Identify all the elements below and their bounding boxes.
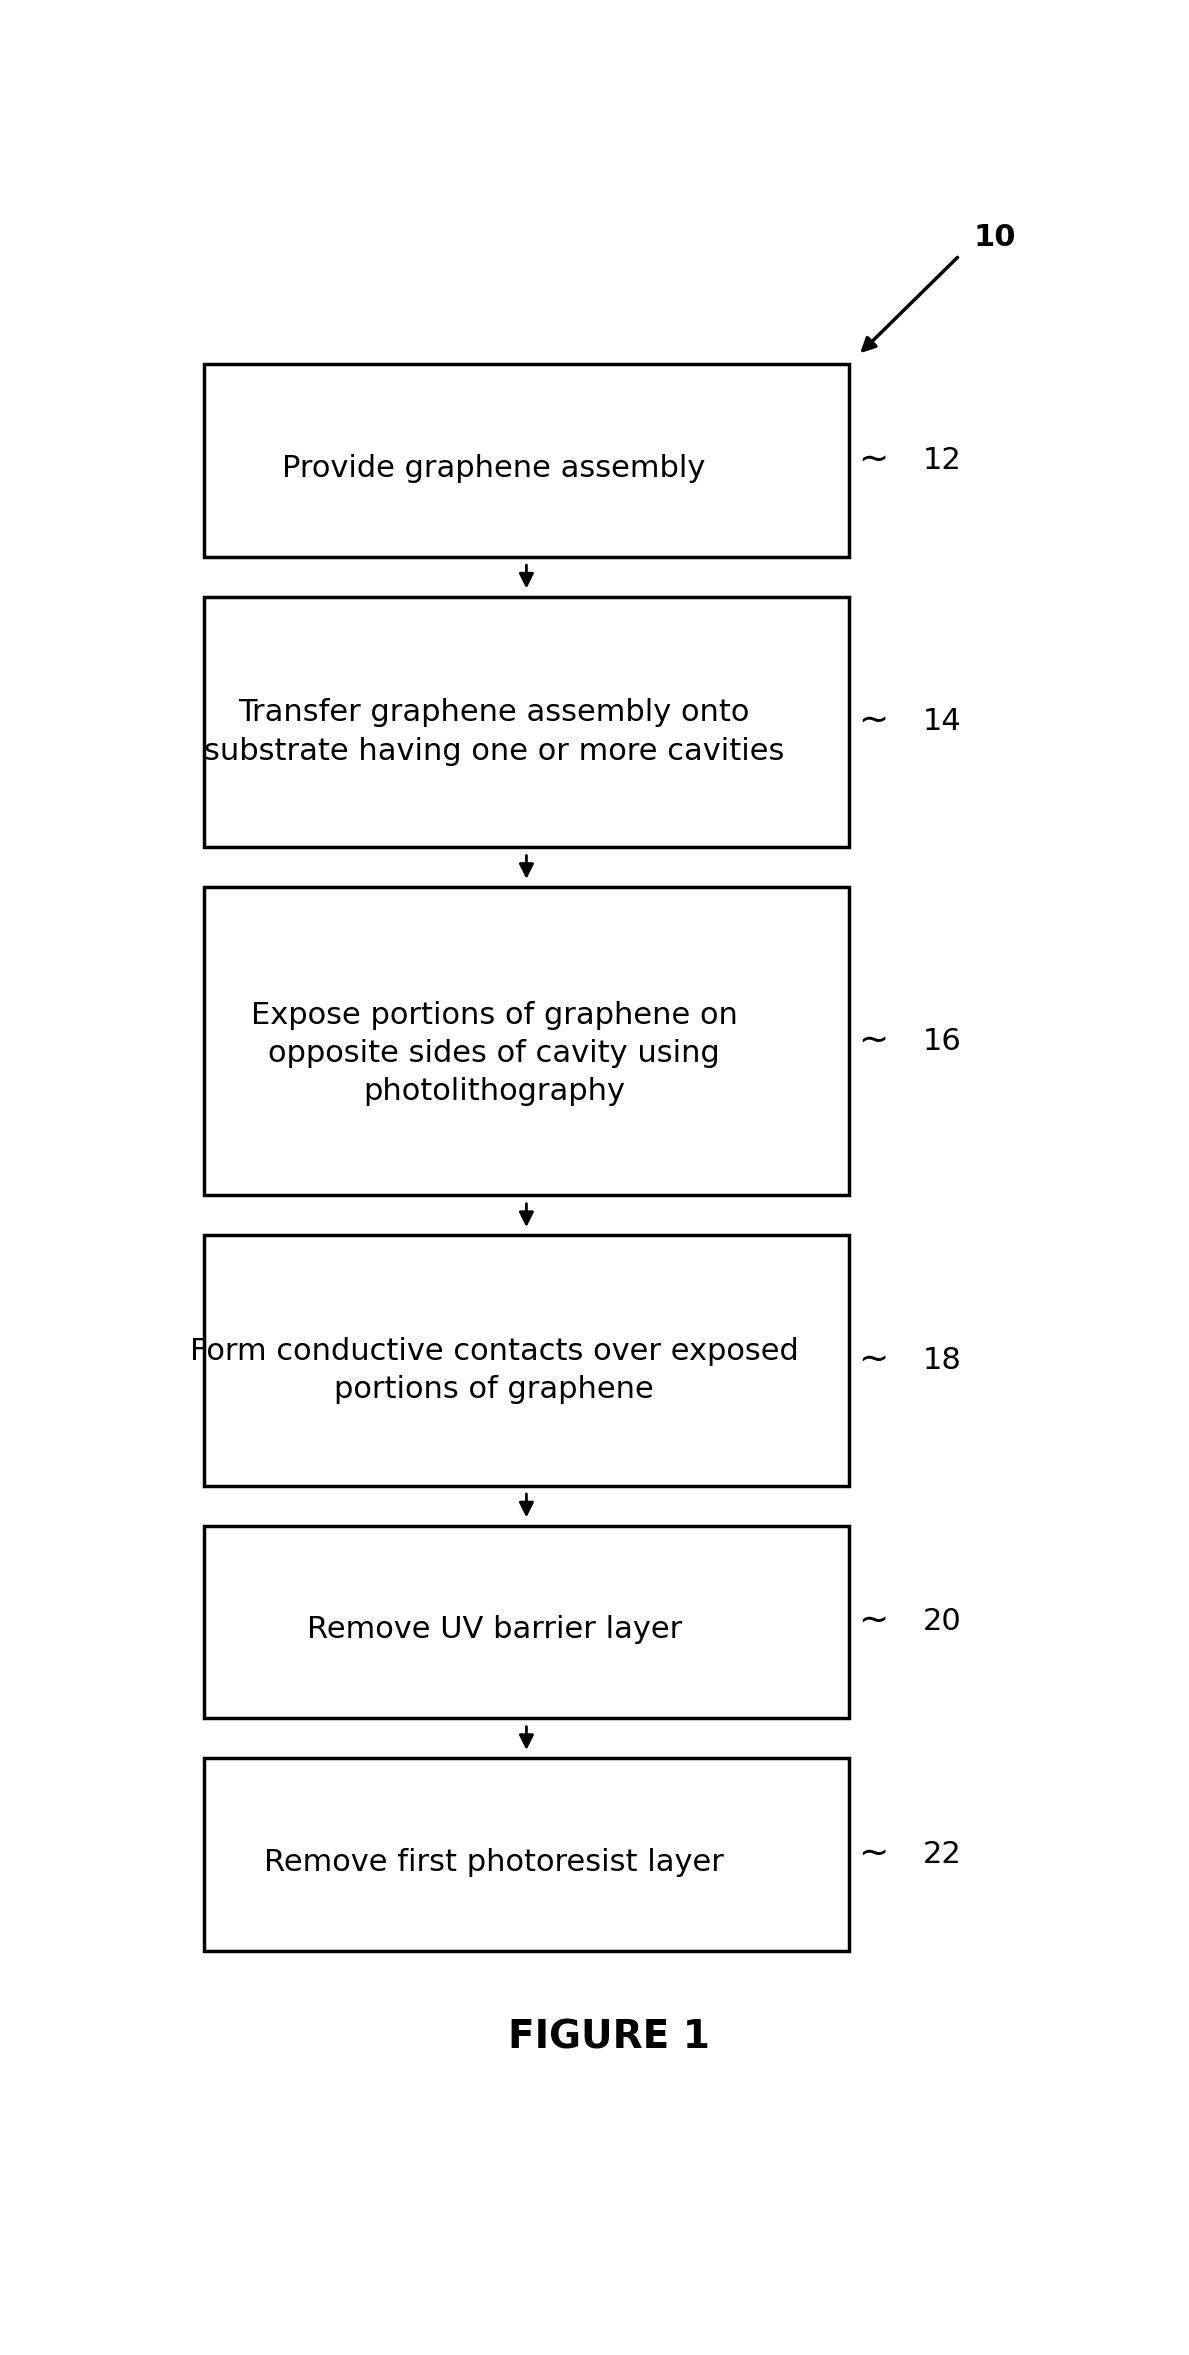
Text: Form conductive contacts over exposed
portions of graphene: Form conductive contacts over exposed po… <box>190 1338 799 1404</box>
Text: 16: 16 <box>923 1027 962 1055</box>
Text: ∼: ∼ <box>858 1837 888 1872</box>
Text: 22: 22 <box>923 1839 962 1870</box>
Bar <box>205 1526 849 1719</box>
Text: ∼: ∼ <box>858 1606 888 1639</box>
Text: ∼: ∼ <box>858 1342 888 1378</box>
Text: 18: 18 <box>923 1347 962 1375</box>
Text: Remove UV barrier layer: Remove UV barrier layer <box>307 1616 681 1644</box>
Text: Transfer graphene assembly onto
substrate having one or more cavities: Transfer graphene assembly onto substrat… <box>205 699 785 765</box>
Text: 14: 14 <box>923 706 962 737</box>
Bar <box>205 596 849 848</box>
Text: Provide graphene assembly: Provide graphene assembly <box>283 455 706 483</box>
Bar <box>205 365 849 556</box>
Bar <box>205 888 849 1196</box>
Text: ∼: ∼ <box>858 704 888 739</box>
Text: FIGURE 1: FIGURE 1 <box>509 2018 710 2056</box>
Text: ∼: ∼ <box>858 1024 888 1057</box>
Bar <box>205 1759 849 1950</box>
Text: 10: 10 <box>974 224 1015 252</box>
Text: ∼: ∼ <box>858 443 888 478</box>
Text: 12: 12 <box>923 445 962 476</box>
Text: Remove first photoresist layer: Remove first photoresist layer <box>264 1849 724 1877</box>
Text: Expose portions of graphene on
opposite sides of cavity using
photolithography: Expose portions of graphene on opposite … <box>251 1001 737 1107</box>
Text: 20: 20 <box>923 1608 962 1637</box>
Bar <box>205 1236 849 1486</box>
